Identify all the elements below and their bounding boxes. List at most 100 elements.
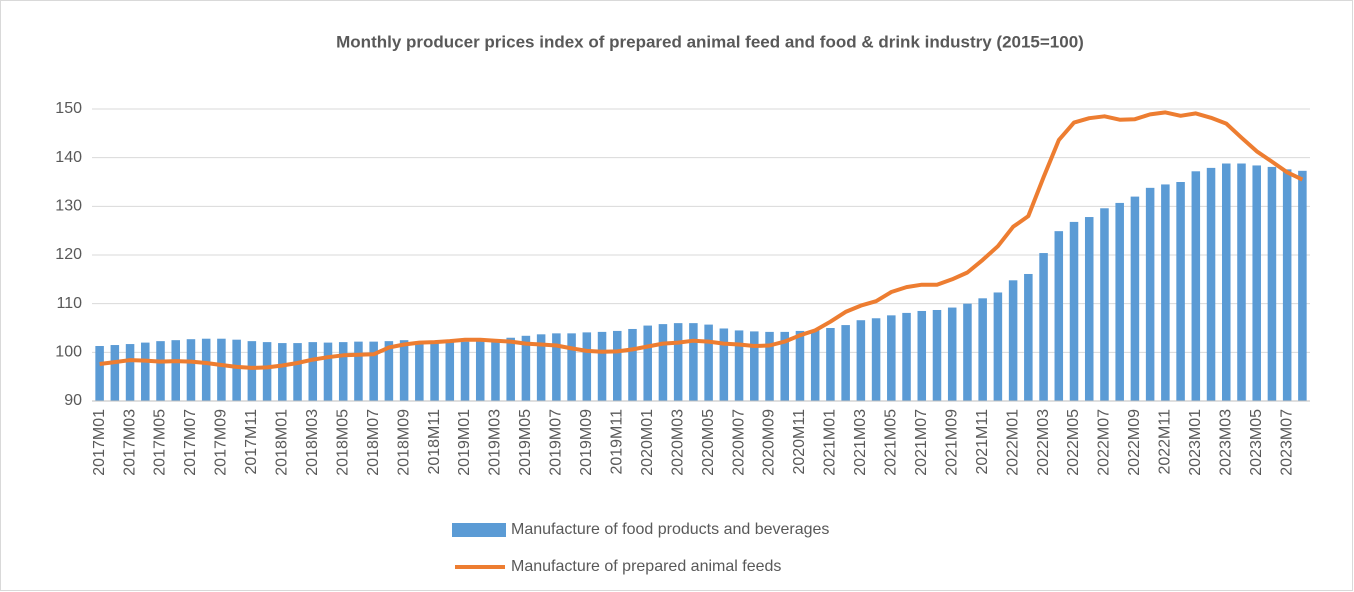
bar — [917, 310, 927, 401]
bar — [1221, 163, 1231, 401]
bar — [95, 346, 104, 401]
x-tick-label: 2017M01 — [91, 409, 108, 476]
bar — [932, 309, 942, 401]
bar — [369, 341, 378, 401]
legend-label: Manufacture of prepared animal feeds — [511, 558, 781, 575]
x-tick-label: 2017M11 — [243, 409, 260, 475]
bar — [978, 298, 987, 401]
bar — [1298, 170, 1307, 401]
bar — [1054, 231, 1064, 401]
x-tick-label: 2020M11 — [791, 409, 808, 475]
bar — [141, 342, 150, 401]
bar — [597, 331, 607, 401]
bar — [1008, 280, 1018, 401]
x-tick-label: 2017M07 — [182, 409, 199, 476]
x-tick-label: 2019M07 — [548, 409, 565, 476]
x-tick-label: 2017M09 — [213, 409, 230, 476]
bar — [247, 341, 257, 401]
x-tick-label: 2017M05 — [152, 409, 169, 476]
bar — [491, 339, 500, 401]
legend-label: Manufacture of food products and beverag… — [511, 521, 829, 538]
y-tick-label: 130 — [55, 198, 82, 215]
y-tick-label: 150 — [55, 100, 82, 117]
bar — [338, 342, 348, 401]
bar — [902, 312, 911, 401]
bar — [1237, 163, 1246, 401]
bar — [871, 318, 881, 401]
bar — [125, 344, 135, 401]
bar — [430, 342, 439, 401]
bar — [1100, 208, 1109, 401]
x-tick-label: 2020M07 — [730, 409, 747, 476]
bar — [628, 328, 637, 401]
bar — [293, 343, 302, 401]
bar — [643, 325, 652, 401]
bar — [582, 332, 592, 401]
bar — [384, 341, 394, 401]
bar — [217, 338, 226, 401]
bar — [1039, 253, 1048, 401]
x-tick-label: 2022M01 — [1004, 409, 1021, 476]
x-tick-label: 2020M01 — [639, 409, 656, 476]
bar — [536, 334, 546, 401]
bar — [475, 340, 485, 401]
bar — [1069, 221, 1079, 401]
bar — [750, 331, 759, 401]
bar — [171, 340, 181, 401]
bar — [415, 341, 424, 401]
x-tick-label: 2019M05 — [517, 409, 534, 476]
x-tick-label: 2021M11 — [974, 409, 991, 475]
bar — [1176, 182, 1185, 401]
bar — [887, 315, 896, 401]
bar — [552, 333, 561, 401]
bar — [1252, 165, 1261, 401]
bar — [110, 345, 120, 401]
bar — [308, 342, 318, 401]
bar — [810, 329, 820, 401]
y-tick-label: 140 — [55, 149, 82, 166]
bar — [780, 331, 790, 401]
bar — [1191, 171, 1201, 401]
x-tick-label: 2019M11 — [608, 409, 625, 475]
x-tick-label: 2023M01 — [1187, 409, 1204, 476]
x-tick-label: 2020M09 — [761, 409, 778, 476]
bar — [612, 330, 622, 401]
x-tick-label: 2021M03 — [852, 409, 869, 476]
bar — [445, 342, 455, 401]
bar — [795, 330, 805, 401]
bar — [1161, 184, 1170, 401]
y-tick-label: 120 — [55, 246, 82, 263]
y-tick-label: 90 — [64, 392, 82, 409]
bar — [1145, 187, 1155, 401]
bar — [1267, 166, 1277, 401]
bar — [826, 328, 835, 401]
x-tick-label: 2020M03 — [669, 409, 686, 476]
x-tick-label: 2021M09 — [943, 409, 960, 476]
bar — [704, 324, 713, 401]
bar — [201, 338, 211, 401]
bar — [354, 341, 363, 401]
bar — [262, 342, 272, 401]
x-tick-label: 2019M09 — [578, 409, 595, 476]
bar — [521, 335, 531, 401]
bar — [399, 340, 409, 401]
bar — [947, 307, 957, 401]
bar — [323, 342, 333, 401]
bar — [1024, 273, 1033, 401]
x-tick-label: 2022M03 — [1035, 409, 1052, 476]
bar — [1282, 169, 1292, 401]
bar — [232, 339, 241, 401]
bar — [658, 324, 668, 401]
x-tick-label: 2017M03 — [121, 409, 138, 476]
x-tick-label: 2022M07 — [1096, 409, 1113, 476]
bar — [841, 325, 850, 401]
bar — [734, 330, 744, 401]
bar — [567, 333, 576, 401]
bar — [963, 303, 972, 401]
y-tick-label: 110 — [56, 295, 82, 312]
bar — [460, 341, 470, 401]
bar — [1084, 217, 1094, 401]
bar — [689, 323, 698, 401]
legend-swatch — [452, 523, 506, 537]
